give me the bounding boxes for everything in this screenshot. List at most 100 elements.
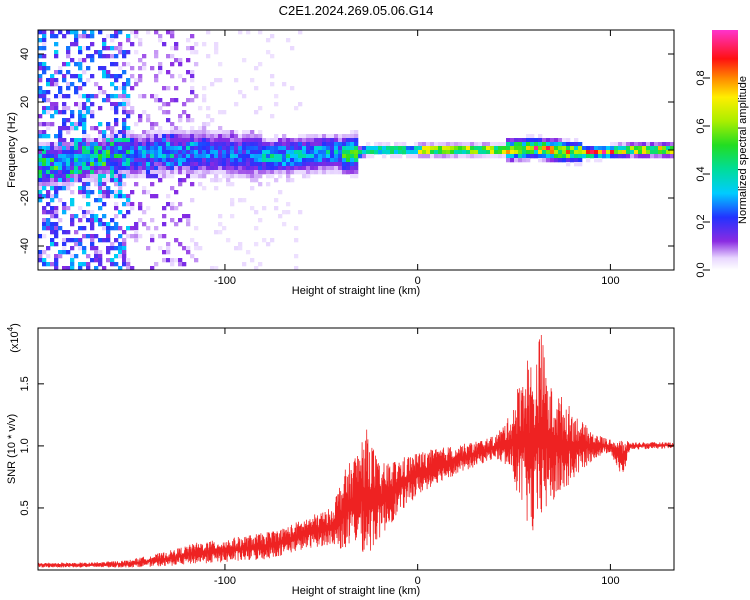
heatmap-cell (74, 74, 79, 79)
heatmap-cell (238, 142, 243, 147)
heatmap-cell (426, 150, 431, 155)
heatmap-cell (58, 134, 63, 139)
heatmap-cell (50, 186, 55, 191)
heatmap-cell (270, 114, 275, 119)
heatmap-cell (250, 130, 255, 135)
heatmap-cell (94, 150, 99, 155)
heatmap-cell (226, 138, 231, 143)
heatmap-cell (478, 142, 483, 147)
heatmap-cell (186, 146, 191, 151)
heatmap-cell (190, 182, 195, 187)
heatmap-cell (50, 230, 55, 235)
heatmap-cell (310, 158, 315, 163)
heatmap-cell (538, 146, 543, 151)
heatmap-cell (194, 146, 199, 151)
heatmap-cell (122, 194, 127, 199)
heatmap-cell (38, 94, 43, 99)
heatmap-cell (122, 134, 127, 139)
heatmap-cell (146, 146, 151, 151)
heatmap-cell (334, 134, 339, 139)
heatmap-cell (350, 138, 355, 143)
heatmap-cell (366, 154, 371, 159)
heatmap-cell (418, 154, 423, 159)
heatmap-cell (622, 150, 627, 155)
heatmap-cell (70, 162, 75, 167)
heatmap-cell (106, 94, 111, 99)
heatmap-cell (326, 154, 331, 159)
spectrogram-y-tick-label: -40 (19, 238, 31, 254)
heatmap-cell (74, 138, 79, 143)
heatmap-cell (110, 150, 115, 155)
heatmap-cell (246, 174, 251, 179)
heatmap-cell (74, 90, 79, 95)
heatmap-cell (222, 174, 227, 179)
heatmap-cell (70, 214, 75, 219)
heatmap-cell (514, 146, 519, 151)
heatmap-cell (146, 174, 151, 179)
heatmap-cell (558, 150, 563, 155)
heatmap-cell (190, 118, 195, 123)
heatmap-cell (150, 138, 155, 143)
heatmap-cell (114, 74, 119, 79)
heatmap-cell (102, 46, 107, 51)
heatmap-cell (62, 126, 67, 131)
heatmap-cell (434, 146, 439, 151)
heatmap-cell (154, 54, 159, 59)
heatmap-cell (82, 94, 87, 99)
heatmap-cell (294, 254, 299, 259)
heatmap-cell (178, 130, 183, 135)
heatmap-cell (138, 78, 143, 83)
heatmap-cell (118, 130, 123, 135)
heatmap-cell (50, 158, 55, 163)
heatmap-cell (254, 242, 259, 247)
heatmap-cell (310, 154, 315, 159)
heatmap-cell (118, 246, 123, 251)
heatmap-cell (102, 150, 107, 155)
heatmap-cell (66, 118, 71, 123)
heatmap-cell (282, 166, 287, 171)
heatmap-cell (214, 174, 219, 179)
heatmap-cell (114, 30, 119, 35)
heatmap-cell (270, 174, 275, 179)
heatmap-cell (166, 166, 171, 171)
heatmap-cell (42, 174, 47, 179)
heatmap-cell (126, 114, 131, 119)
heatmap-cell (198, 150, 203, 155)
heatmap-cell (478, 154, 483, 159)
heatmap-cell (70, 166, 75, 171)
heatmap-cell (74, 150, 79, 155)
heatmap-cell (122, 98, 127, 103)
heatmap-cell (330, 150, 335, 155)
heatmap-cell (110, 194, 115, 199)
heatmap-cell (310, 138, 315, 143)
heatmap-cell (286, 154, 291, 159)
heatmap-cell (422, 146, 427, 151)
snr-x-axis-label: Height of straight line (km) (292, 585, 420, 597)
heatmap-cell (38, 122, 43, 127)
heatmap-cell (190, 174, 195, 179)
heatmap-cell (134, 122, 139, 127)
heatmap-cell (114, 206, 119, 211)
heatmap-cell (106, 234, 111, 239)
heatmap-cell (70, 122, 75, 127)
heatmap-cell (258, 154, 263, 159)
heatmap-cell (498, 154, 503, 159)
heatmap-cell (74, 42, 79, 47)
heatmap-cell (106, 34, 111, 39)
heatmap-cell (270, 138, 275, 143)
heatmap-cell (450, 150, 455, 155)
heatmap-cell (66, 158, 71, 163)
heatmap-cell (130, 150, 135, 155)
heatmap-cell (138, 146, 143, 151)
heatmap-cell (170, 158, 175, 163)
heatmap-cell (178, 58, 183, 63)
heatmap-cell (610, 150, 615, 155)
heatmap-cell (106, 158, 111, 163)
heatmap-cell (110, 138, 115, 143)
heatmap-cell (214, 158, 219, 163)
heatmap-cell (174, 162, 179, 167)
heatmap-cell (230, 166, 235, 171)
heatmap-cell (74, 166, 79, 171)
heatmap-cell (78, 46, 83, 51)
heatmap-cell (258, 166, 263, 171)
